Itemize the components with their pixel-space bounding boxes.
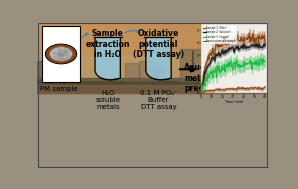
PathPatch shape (147, 38, 170, 79)
Bar (37, 56, 268, 93)
Sample 3 (trigger) (199, 91, 203, 94)
Aqueous metals sample (260, 89, 263, 91)
Sample 1 (filter) (212, 52, 215, 54)
Circle shape (49, 47, 73, 61)
Sample 1 (filter) (259, 37, 262, 39)
Sample 2 (solution) (214, 53, 218, 56)
Bar (245, 55, 268, 81)
Sample 1 (filter) (214, 42, 218, 44)
Sample 2 (solution) (260, 46, 264, 49)
Sample 1 (filter) (232, 39, 236, 42)
Sample 3 (trigger) (214, 67, 218, 69)
Bar (222, 40, 263, 81)
Sample 1 (filter) (260, 34, 264, 37)
Sample 3 (trigger) (260, 64, 264, 66)
Line: Aqueous metals sample: Aqueous metals sample (201, 87, 265, 93)
Aqueous metals sample (232, 88, 236, 90)
Circle shape (45, 44, 77, 64)
Legend: Sample 1 (filter), Sample 2 (solution), Sample 3 (trigger), Aqueous metals sampl: Sample 1 (filter), Sample 2 (solution), … (202, 25, 237, 43)
Sample 1 (filter) (238, 40, 241, 42)
Line: Sample 2 (solution): Sample 2 (solution) (201, 44, 265, 91)
Sample 2 (solution) (199, 90, 203, 93)
Aqueous metals sample (214, 88, 218, 90)
Bar (37, 78, 268, 87)
Text: Oxidative
potential
(DTT assay): Oxidative potential (DTT assay) (133, 29, 184, 59)
Sample 2 (solution) (238, 48, 241, 50)
Sample 2 (solution) (212, 57, 215, 59)
Bar (49, 55, 63, 81)
Y-axis label: Absorbance: Absorbance (192, 49, 196, 68)
Text: Sample
extraction
in H₂O: Sample extraction in H₂O (86, 29, 130, 59)
Bar (37, 81, 268, 93)
Line: Sample 1 (filter): Sample 1 (filter) (201, 33, 265, 90)
Bar (180, 49, 208, 81)
Aqueous metals sample (199, 91, 203, 94)
Sample 3 (trigger) (263, 60, 267, 62)
Text: Aqueous
metals
precipitate: Aqueous metals precipitate (184, 64, 232, 93)
Aqueous metals sample (258, 88, 262, 90)
Aqueous metals sample (212, 90, 215, 92)
Sample 2 (solution) (254, 43, 258, 45)
Sample 1 (filter) (199, 88, 203, 91)
FancyBboxPatch shape (42, 26, 80, 82)
Sample 3 (trigger) (259, 57, 262, 59)
Bar (125, 64, 139, 81)
Circle shape (46, 45, 76, 63)
Text: 0.1 M PO₄⁻
Buffer
DTT assay: 0.1 M PO₄⁻ Buffer DTT assay (140, 90, 177, 110)
Bar (37, 60, 56, 81)
Sample 3 (trigger) (232, 61, 236, 64)
Bar (153, 66, 164, 81)
Line: Sample 3 (trigger): Sample 3 (trigger) (201, 58, 265, 93)
Bar (37, 85, 268, 93)
Sample 2 (solution) (232, 51, 236, 53)
Aqueous metals sample (263, 86, 267, 88)
Bar (37, 23, 268, 93)
Sample 1 (filter) (263, 41, 267, 43)
Sample 2 (solution) (263, 43, 267, 45)
Sample 1 (filter) (248, 32, 251, 34)
PathPatch shape (96, 38, 119, 79)
Aqueous metals sample (238, 88, 241, 90)
Text: PM sample: PM sample (40, 86, 78, 92)
Bar (204, 43, 226, 81)
Bar (139, 60, 157, 81)
X-axis label: Time (min): Time (min) (225, 100, 243, 104)
Sample 2 (solution) (259, 46, 262, 48)
Sample 3 (trigger) (258, 64, 262, 66)
Bar (37, 23, 268, 93)
Bar (37, 23, 268, 93)
Sample 3 (trigger) (238, 63, 241, 65)
Text: H₂O
soluble
metals: H₂O soluble metals (95, 90, 120, 110)
Sample 3 (trigger) (212, 69, 215, 71)
